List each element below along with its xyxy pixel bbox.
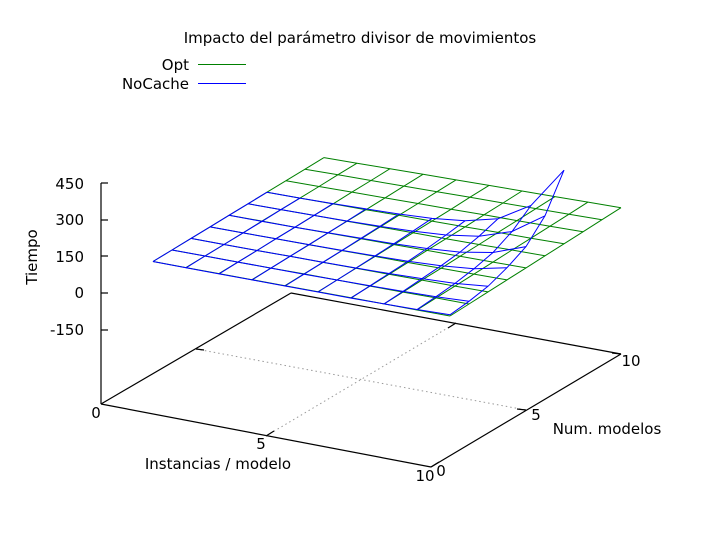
y-tick-mark-5-far	[195, 348, 205, 351]
surface-opt	[152, 157, 622, 317]
x-tick-mark-5	[265, 430, 275, 437]
x-axis-label: Instancias / modelo	[145, 455, 291, 473]
floor-grid	[195, 322, 527, 437]
y-tick-label-10: 10	[621, 352, 640, 370]
z-tick-label-0: 0	[74, 284, 84, 302]
surface-opt-col-8	[383, 196, 556, 305]
y-axis-label: Num. modelos	[553, 420, 662, 438]
surface-nocache-row-1	[152, 261, 451, 316]
x-tick-mark-5-far	[447, 322, 457, 329]
x-tick-label-10: 10	[415, 467, 434, 485]
surface-nocache-col-6	[317, 217, 433, 293]
surface-opt-row-9	[304, 168, 603, 221]
surface-nocache-row-5	[228, 214, 527, 254]
surface-nocache-col-9	[416, 205, 532, 310]
y-tick-mark-10	[611, 352, 622, 355]
surface-nocache-col-7	[350, 220, 466, 299]
y-tick-mark-5	[516, 408, 527, 411]
y-tick-label-5: 5	[531, 406, 541, 424]
x-tick-label-5: 5	[256, 435, 266, 453]
legend-label-opt: Opt	[162, 56, 189, 74]
z-ticks	[101, 182, 108, 331]
surface-opt-col-10	[449, 207, 622, 317]
x-tick-label-0: 0	[91, 404, 101, 422]
y-axis-line	[430, 353, 622, 468]
x-tick-mark-10	[430, 461, 440, 468]
surface-opt-row-10	[323, 157, 622, 209]
surface-nocache-col-4	[251, 208, 367, 281]
surface-nocache-row-2	[171, 249, 470, 302]
surface-nocache-row-7	[266, 169, 565, 222]
base-box	[100, 183, 622, 468]
z-tick-label-450: 450	[55, 175, 84, 193]
y-tick-label-0: 0	[436, 462, 446, 480]
surface-nocache-row-3	[190, 237, 489, 287]
surface-nocache-col-3	[218, 203, 334, 275]
z-tick-label-neg150: -150	[50, 321, 84, 339]
surface-opt-row-8	[285, 180, 584, 233]
surface-nocache-col-8	[383, 218, 499, 305]
x-ticks	[265, 322, 457, 468]
legend: Opt NoCache	[122, 56, 246, 93]
z-tick-label-150: 150	[55, 248, 84, 266]
surfaces	[152, 157, 622, 317]
base-back-edge-y	[100, 292, 292, 405]
surface-nocache	[152, 169, 565, 316]
surface-nocache-row-6	[247, 203, 546, 237]
surface-nocache-col-10	[449, 170, 565, 316]
chart-title: Impacto del parámetro divisor de movimie…	[184, 29, 537, 47]
surface-opt-col-9	[416, 201, 589, 311]
surface-nocache-col-2	[185, 197, 301, 269]
floor-grid-y-mid	[265, 322, 457, 437]
z-axis-label: Tiempo	[23, 229, 41, 285]
y-ticks	[195, 348, 622, 411]
legend-label-nocache: NoCache	[122, 75, 189, 93]
surface-nocache-row-4	[209, 226, 508, 270]
z-tick-label-300: 300	[55, 211, 84, 229]
surface-nocache-col-5	[284, 213, 400, 287]
floor-grid-x-mid	[195, 348, 527, 411]
surface-nocache-col-1	[152, 191, 268, 262]
